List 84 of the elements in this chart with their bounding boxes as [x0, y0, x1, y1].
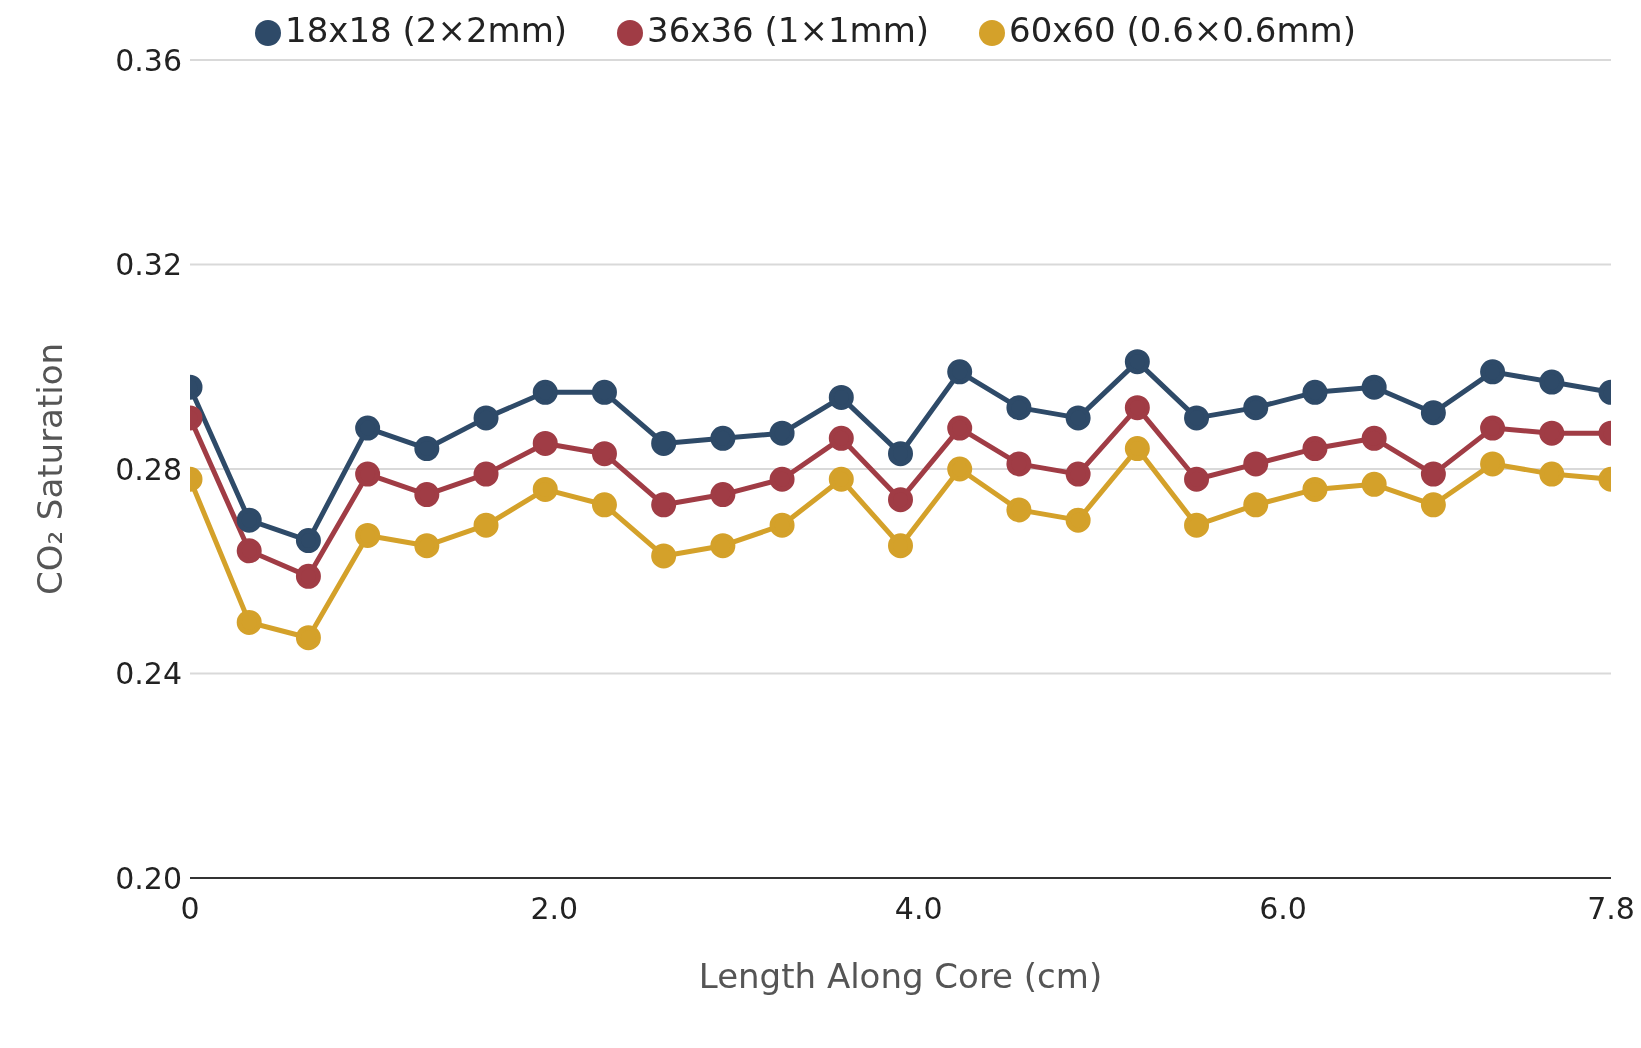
point: [355, 461, 381, 487]
point: [1006, 395, 1032, 421]
legend-label: 60x60 (0.6×0.6mm): [1009, 10, 1356, 50]
x-tick-label: 7.8: [1587, 891, 1635, 927]
point: [1361, 471, 1387, 497]
point: [1302, 379, 1328, 405]
point: [1420, 400, 1446, 426]
legend-label: 36x36 (1×1mm): [647, 10, 930, 50]
point: [414, 533, 440, 559]
point: [414, 436, 440, 462]
x-tick-label: 0: [180, 891, 200, 927]
point: [591, 379, 617, 405]
point: [473, 461, 499, 487]
point: [355, 415, 381, 441]
point: [236, 609, 262, 635]
point: [1006, 451, 1032, 477]
y-tick-label: 0.28: [115, 451, 182, 487]
point: [947, 415, 973, 441]
point: [1480, 415, 1506, 441]
point: [710, 425, 736, 451]
point: [591, 492, 617, 518]
point: [1302, 436, 1328, 462]
x-tick-label: 6.0: [1259, 891, 1307, 927]
point: [1480, 359, 1506, 385]
point: [236, 538, 262, 564]
y-tick-label: 0.36: [115, 42, 182, 78]
point: [532, 430, 558, 456]
y-tick-label: 0.20: [115, 860, 182, 896]
point: [1539, 461, 1565, 487]
point: [947, 359, 973, 385]
x-axis-title: Length Along Core (cm): [698, 956, 1103, 996]
y-tick-label: 0.32: [115, 247, 182, 283]
point: [1361, 374, 1387, 400]
point: [1420, 461, 1446, 487]
point: [1065, 507, 1091, 533]
point: [710, 533, 736, 559]
point: [1480, 451, 1506, 477]
point: [888, 487, 913, 513]
point: [1065, 405, 1091, 431]
point: [1184, 466, 1210, 492]
point: [651, 430, 677, 456]
point: [295, 625, 321, 651]
point: [888, 533, 913, 559]
point: [828, 425, 854, 451]
point: [769, 512, 795, 538]
point: [769, 420, 795, 446]
legend-label: 18x18 (2×2mm): [285, 10, 568, 50]
x-tick-label: 2.0: [530, 891, 579, 927]
point: [947, 456, 973, 482]
point: [1124, 436, 1150, 462]
point: [1302, 476, 1328, 502]
point: [1184, 405, 1210, 431]
point: [1361, 425, 1387, 451]
point: [295, 528, 321, 554]
point: [236, 507, 262, 533]
point: [532, 379, 558, 405]
point: [1539, 369, 1565, 395]
point: [414, 482, 440, 508]
point: [473, 405, 499, 431]
point: [888, 441, 913, 467]
point: [295, 563, 321, 589]
point: [532, 476, 558, 502]
point: [828, 384, 854, 410]
point: [651, 543, 677, 569]
point: [1539, 420, 1565, 446]
point: [473, 512, 499, 538]
point: [710, 482, 736, 508]
point: [591, 441, 617, 467]
point: [769, 466, 795, 492]
point: [1006, 497, 1032, 523]
y-tick-label: 0.24: [115, 656, 182, 692]
point: [1184, 512, 1210, 538]
y-axis-title: CO₂ Saturation: [30, 342, 71, 596]
point: [1124, 395, 1150, 421]
point: [1420, 492, 1446, 518]
point: [355, 522, 381, 548]
x-tick-label: 4.0: [894, 891, 943, 927]
point: [828, 466, 854, 492]
point: [651, 492, 677, 518]
point: [1065, 461, 1091, 487]
point: [1243, 492, 1269, 518]
point: [1243, 451, 1269, 477]
point: [1124, 349, 1150, 375]
point: [1243, 395, 1269, 421]
